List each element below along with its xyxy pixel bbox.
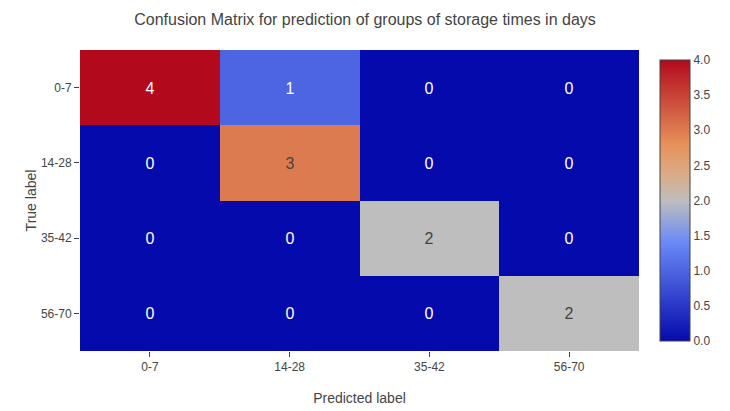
svg-text:2: 2 [425,230,434,247]
svg-text:3.5: 3.5 [693,88,710,102]
svg-text:0: 0 [425,80,434,97]
svg-text:0: 0 [146,155,155,172]
svg-text:0: 0 [146,305,155,322]
svg-text:Predicted label: Predicted label [313,390,406,406]
svg-text:14-28: 14-28 [274,360,305,374]
svg-text:56-70: 56-70 [41,307,72,321]
svg-text:2.5: 2.5 [693,159,710,173]
svg-text:0-7: 0-7 [141,360,159,374]
svg-text:0: 0 [565,230,574,247]
svg-text:0.0: 0.0 [693,334,710,348]
svg-text:14-28: 14-28 [41,156,72,170]
svg-text:35-42: 35-42 [41,231,72,245]
svg-text:3.0: 3.0 [693,123,710,137]
svg-text:0: 0 [146,230,155,247]
svg-text:1.5: 1.5 [693,229,710,243]
svg-text:4.0: 4.0 [693,53,710,67]
svg-text:0-7: 0-7 [54,81,72,95]
svg-text:35-42: 35-42 [414,360,445,374]
svg-text:Confusion Matrix for predictio: Confusion Matrix for prediction of group… [134,11,596,28]
svg-text:2.0: 2.0 [693,194,710,208]
svg-text:3: 3 [286,155,295,172]
svg-text:1: 1 [286,80,295,97]
svg-text:0: 0 [286,305,295,322]
svg-text:0: 0 [286,230,295,247]
svg-text:0: 0 [565,155,574,172]
svg-text:0: 0 [565,80,574,97]
svg-text:2: 2 [565,305,574,322]
svg-text:0: 0 [425,155,434,172]
svg-text:True label: True label [23,170,39,232]
svg-text:56-70: 56-70 [554,360,585,374]
svg-text:0: 0 [425,305,434,322]
svg-text:1.0: 1.0 [693,264,710,278]
svg-text:0.5: 0.5 [693,299,710,313]
svg-text:4: 4 [146,80,155,97]
